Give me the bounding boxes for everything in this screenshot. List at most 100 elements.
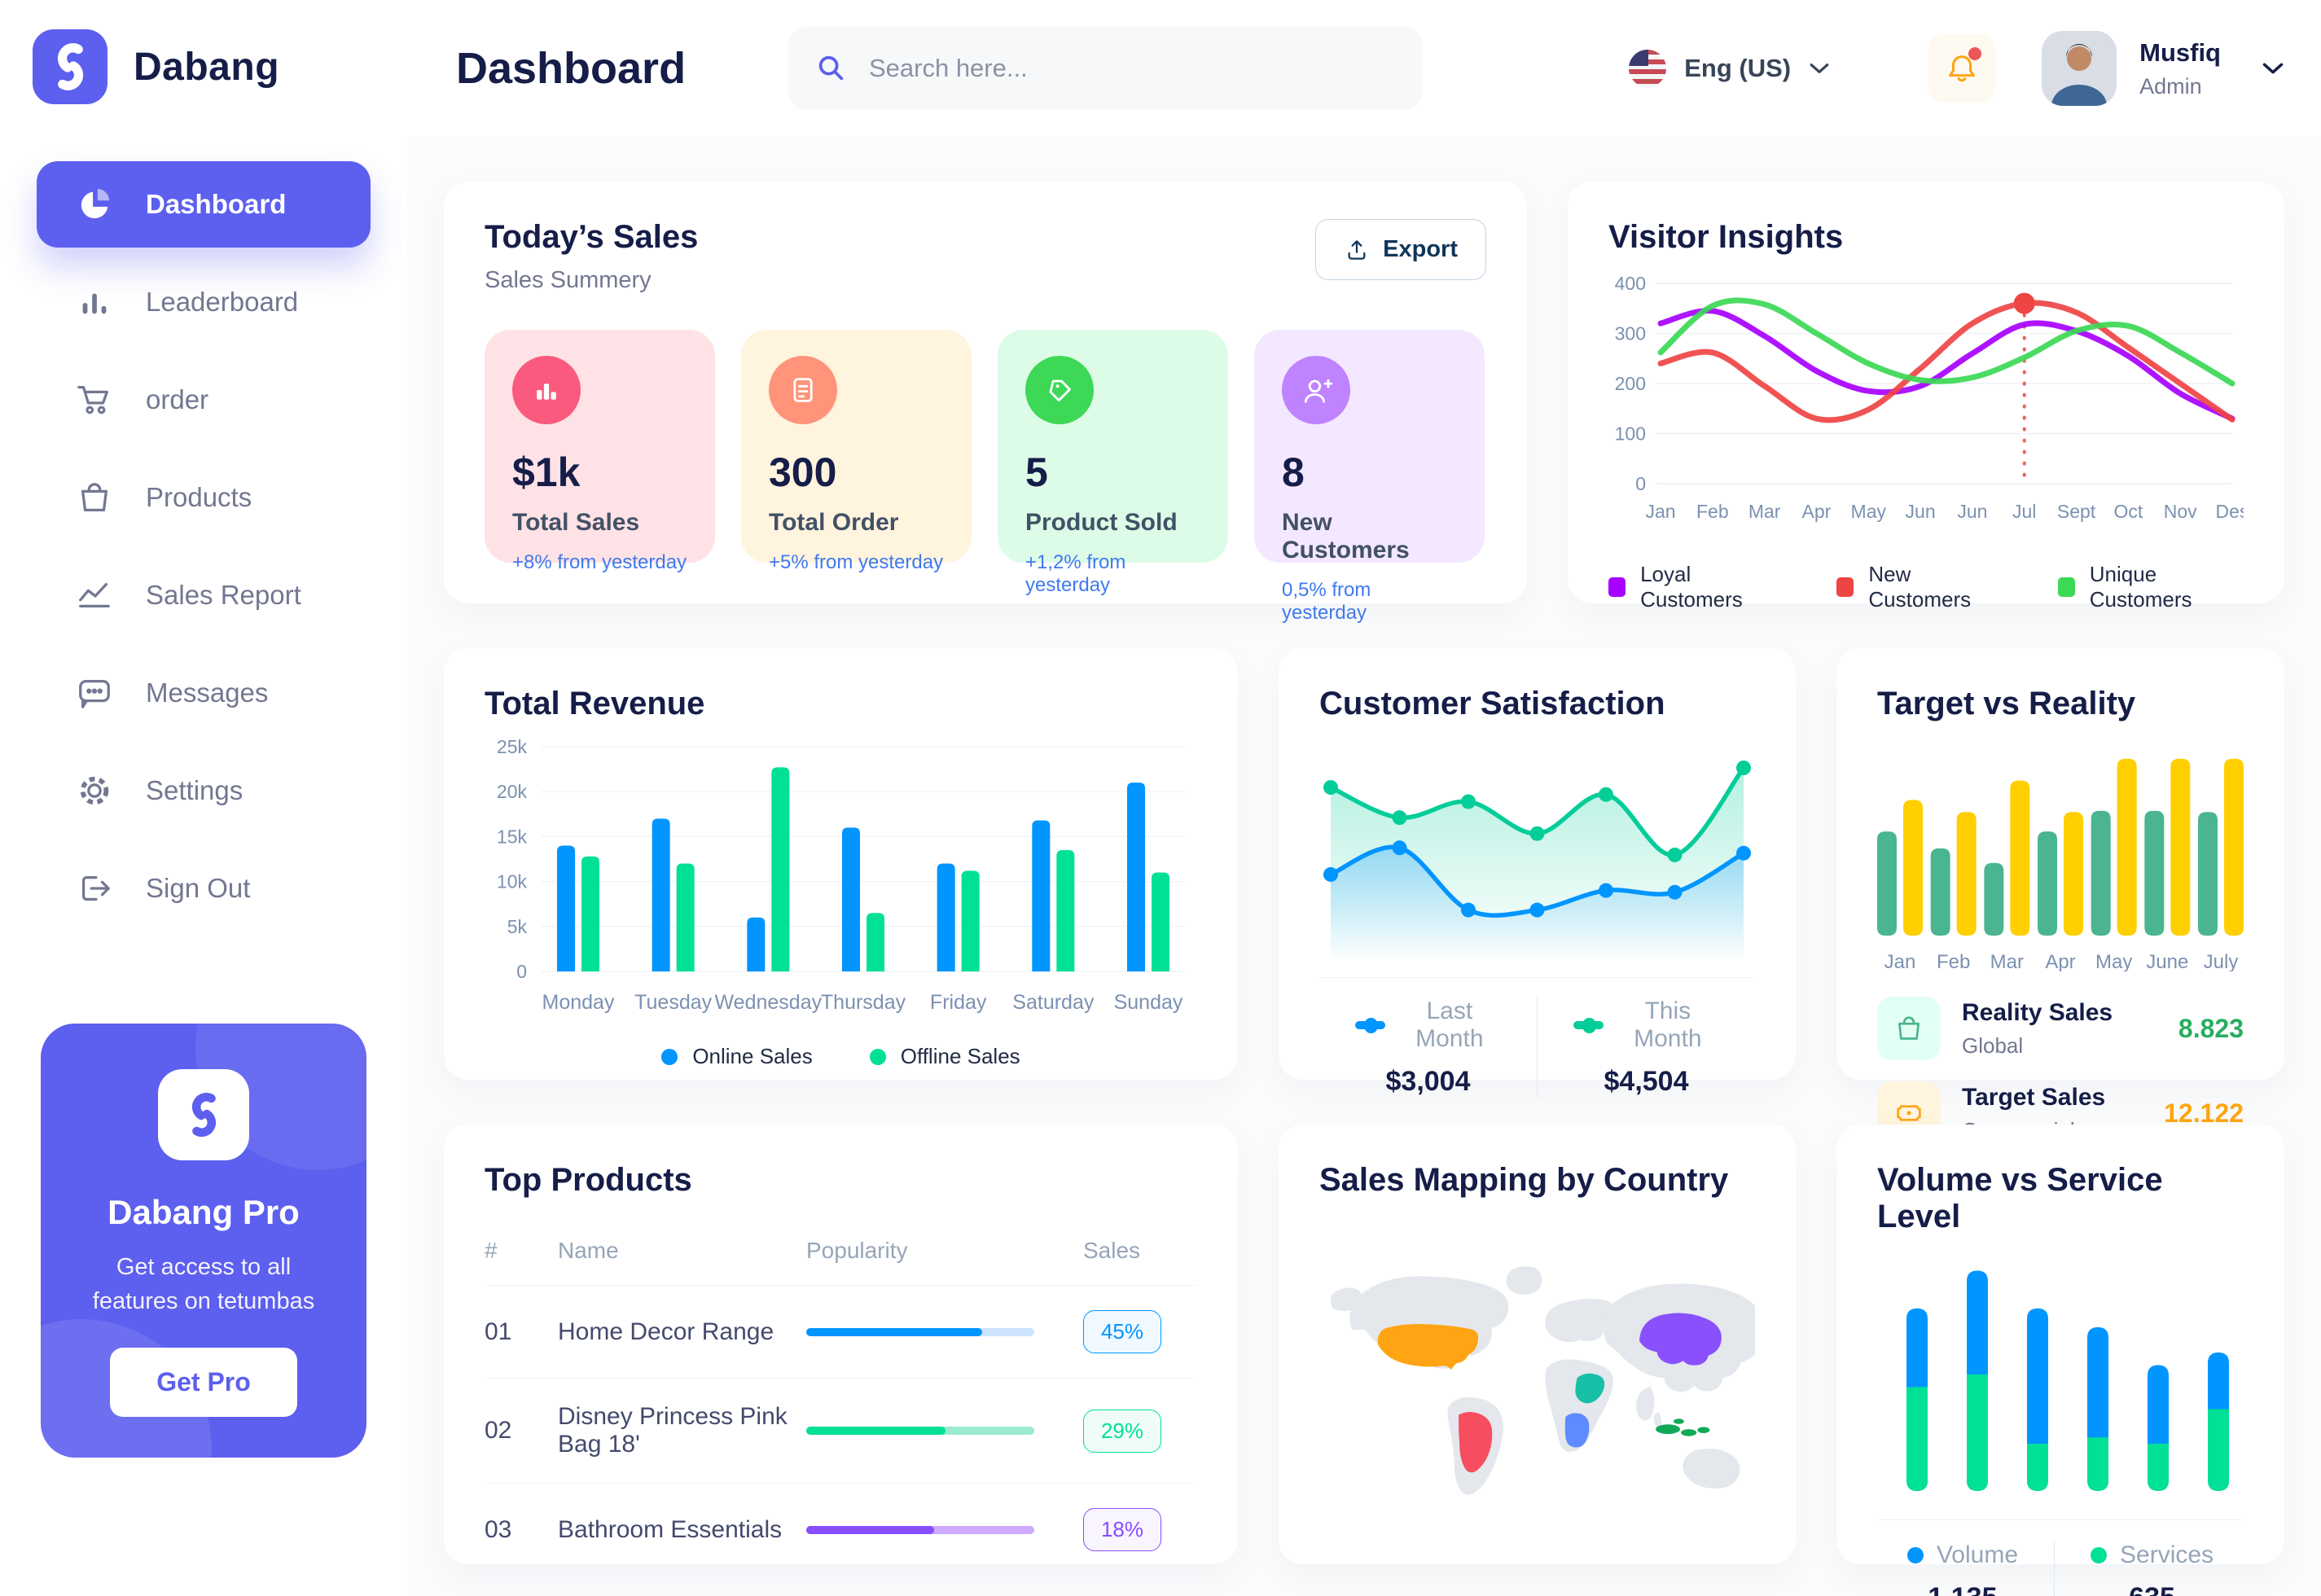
export-button[interactable]: Export [1315,219,1486,280]
search-input[interactable] [868,54,1396,83]
top-bar: Dashboard Eng (US) [407,0,2321,137]
map-country-united-states[interactable] [1377,1324,1479,1370]
legend-sublabel: Global [1962,1033,2024,1058]
map-country-indonesia[interactable] [1656,1418,1710,1436]
svg-text:400: 400 [1615,273,1646,294]
bar-stats-icon [512,356,581,424]
map-country-china[interactable] [1639,1313,1722,1366]
map-country-dr-congo[interactable] [1564,1413,1590,1448]
todays-sales-card: Today’s Sales Sales Summery Export $1k [444,182,1527,624]
stat-delta: +5% from yesterday [769,551,944,573]
svg-text:Wednesday: Wednesday [715,991,823,1014]
stat-label: Product Sold [1025,509,1178,536]
notification-badge [1968,47,1982,60]
legend-label: Last Month [1415,998,1484,1052]
sidebar: Dabang Dashboard Leaderboard order Produ… [0,0,407,1596]
customer-satisfaction-title: Customer Satisfaction [1319,686,1665,721]
svg-text:100: 100 [1615,423,1646,445]
stat-delta: +1,2% from yesterday [1025,551,1126,596]
top-products-table: # Name Popularity Sales 01 Home Decor Ran… [485,1223,1197,1596]
order-note-icon [769,356,837,424]
legend-item-services: Services 635 [2054,1541,2249,1596]
sidebar-item-dashboard[interactable]: Dashboard [37,161,371,248]
promo-title: Dabang Pro [107,1192,300,1231]
svg-text:Sunday: Sunday [1114,991,1183,1014]
legend-swatch [1836,577,1854,597]
sidebar-item-products[interactable]: Products [37,454,371,541]
svg-text:Oct: Oct [2113,501,2143,522]
dashboard-row-1: Today’s Sales Sales Summery Export $1k [444,182,2284,624]
customer-satisfaction-legend: Last Month $3,004 This Month $4,504 [1319,998,1755,1098]
legend-item-reality-sales: Reality Sales Global 8.823 [1877,997,2244,1060]
svg-text:300: 300 [1615,323,1646,344]
svg-text:25k: 25k [497,736,528,757]
product-name: Bathroom Essentials [558,1483,806,1576]
avatar [2042,31,2117,106]
legend-label: This Month [1634,998,1702,1052]
table-row[interactable]: 03 Bathroom Essentials 18% [485,1483,1197,1576]
volume-vs-service-title: Volume vs Service Level [1877,1162,2163,1234]
column-header-sales: Sales [1083,1223,1197,1286]
sidebar-item-messages[interactable]: Messages [37,650,371,736]
dashboard-row-3: Top Products # Name Popularity Sales 01 H… [444,1125,2284,1596]
language-selector[interactable]: Eng (US) [1629,50,1830,87]
map-country-brazil[interactable] [1459,1411,1493,1473]
legend-item-last-month: Last Month $3,004 [1319,998,1537,1098]
volume-vs-service-card: Volume vs Service Level Volume 1,135 Ser… [1836,1125,2284,1596]
svg-text:Monday: Monday [542,991,615,1014]
svg-text:200: 200 [1615,373,1646,394]
legend-label: Services [2120,1541,2214,1568]
visitor-insights-chart: 0 100 200 300 400 Jan Feb Mar Apr May Jun Jun Jul Sep… [1615,273,2249,522]
header-actions: Eng (US) Musfiq Admin [1629,31,2284,106]
search-icon [818,55,844,81]
bar-chart-icon [82,293,107,314]
user-menu[interactable]: Musfiq Admin [2042,31,2284,106]
sidebar-item-order[interactable]: order [37,357,371,443]
legend-label: Online Sales [692,1044,813,1068]
legend-label: Volume [1936,1541,2019,1568]
map-continent-europe [1545,1299,1617,1343]
search-bar[interactable] [788,27,1424,110]
total-revenue-card: Total Revenue 0 5k 10k 15k 20k 25k Monday Tuesd… [444,648,1238,1080]
svg-text:Thursday: Thursday [821,991,906,1014]
svg-text:20k: 20k [497,781,528,802]
language-label: Eng (US) [1684,54,1792,82]
svg-text:June: June [2146,951,2188,971]
message-icon [79,679,110,708]
legend-item: Offline Sales [869,1044,1020,1069]
dashboard-row-2: Total Revenue 0 5k 10k 15k 20k 25k Monday Tuesd… [444,648,2284,1145]
column-header-num: # [485,1223,558,1286]
target-vs-reality-chart: Jan Feb Mar Apr May June July [1877,758,2244,973]
table-row[interactable]: 02 Disney Princess Pink Bag 18' 29% [485,1378,1197,1484]
user-info: Musfiq Admin [2139,38,2221,99]
sign-out-icon [81,875,110,901]
notifications-button[interactable] [1928,34,1997,103]
sidebar-item-label: order [146,384,209,414]
get-pro-button[interactable]: Get Pro [110,1348,297,1417]
legend-item: Loyal Customers [1608,562,1779,612]
svg-text:Apr: Apr [1802,501,1832,522]
pro-upgrade-card: Dabang Pro Get access to all features on… [41,1023,366,1458]
svg-text:Feb: Feb [1937,951,1970,971]
table-row[interactable]: 01 Home Decor Range 45% [485,1285,1197,1379]
sidebar-item-label: Messages [146,677,269,708]
svg-text:Saturday: Saturday [1012,991,1095,1014]
user-role: Admin [2139,73,2202,99]
sidebar-item-label: Sales Report [146,580,301,610]
sidebar-item-settings[interactable]: Settings [37,748,371,834]
legend-swatch [869,1048,886,1065]
svg-text:Jun: Jun [1957,501,1987,522]
sidebar-item-sales-report[interactable]: Sales Report [37,552,371,638]
map-country-saudi-arabia[interactable] [1575,1373,1605,1404]
legend-swatch-dot [1364,1017,1378,1033]
volume-vs-service-chart [1906,1270,2229,1491]
tag-icon [1025,356,1094,424]
sidebar-item-leaderboard[interactable]: Leaderboard [37,259,371,345]
sidebar-item-sign-out[interactable]: Sign Out [37,845,371,932]
page-title: Dashboard [456,44,687,93]
svg-text:Apr: Apr [2045,951,2075,971]
reality-sales-value: 8.823 [2178,1013,2244,1043]
product-name: Disney Princess Pink Bag 18' [558,1378,806,1484]
table-row[interactable]: 04Apple Smartwatches25% [485,1576,1197,1596]
